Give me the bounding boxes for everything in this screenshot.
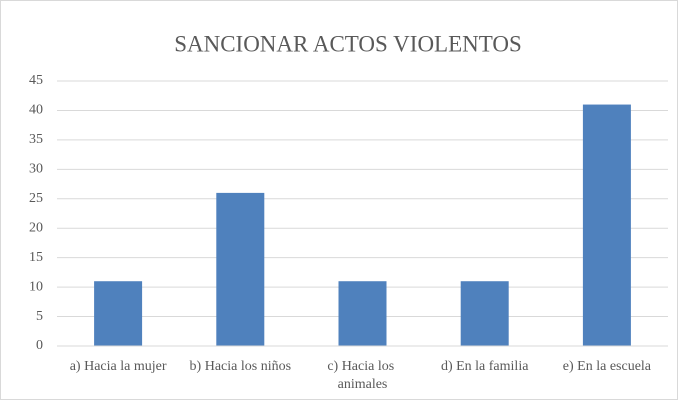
y-tick-label: 30 [29,162,43,177]
x-tick-label: b) Hacia los niños [190,359,291,374]
y-tick-label: 0 [36,338,43,353]
y-tick-label: 25 [29,191,43,206]
x-tick-label: a) Hacia la mujer [70,359,167,374]
y-tick-label: 20 [29,220,43,235]
bar [216,192,265,346]
y-tick-label: 15 [29,250,43,265]
y-tick-label: 40 [29,103,43,118]
y-tick-label: 5 [36,309,43,324]
bar [94,281,143,346]
y-tick-label: 10 [29,279,43,294]
bar [338,281,387,346]
bar [460,281,509,346]
x-tick-label: c) Hacia los animales [327,359,397,392]
x-tick-label: e) En la escuela [563,359,652,374]
y-tick-label: 45 [29,73,43,88]
y-tick-label: 35 [29,132,43,147]
x-tick-label: d) En la familia [441,359,529,374]
bar [582,104,631,346]
chart-title: SANCIONAR ACTOS VIOLENTOS [174,31,522,56]
